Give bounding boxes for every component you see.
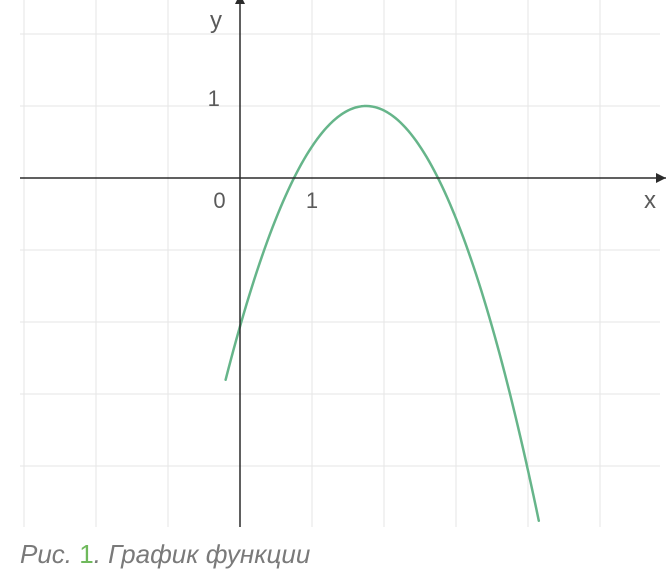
caption-prefix: Рис. bbox=[20, 539, 79, 569]
figure-container: yx101 Рис. 1. График функции bbox=[0, 0, 667, 574]
svg-text:y: y bbox=[210, 7, 222, 34]
svg-text:1: 1 bbox=[306, 188, 318, 213]
svg-text:1: 1 bbox=[208, 86, 220, 111]
svg-text:0: 0 bbox=[213, 188, 225, 213]
figure-caption: Рис. 1. График функции bbox=[20, 539, 310, 570]
svg-text:x: x bbox=[644, 187, 656, 214]
caption-number: 1 bbox=[79, 539, 93, 569]
parabola-chart: y x 1 0 1 bbox=[0, 0, 667, 530]
caption-suffix: . График функции bbox=[94, 539, 311, 569]
